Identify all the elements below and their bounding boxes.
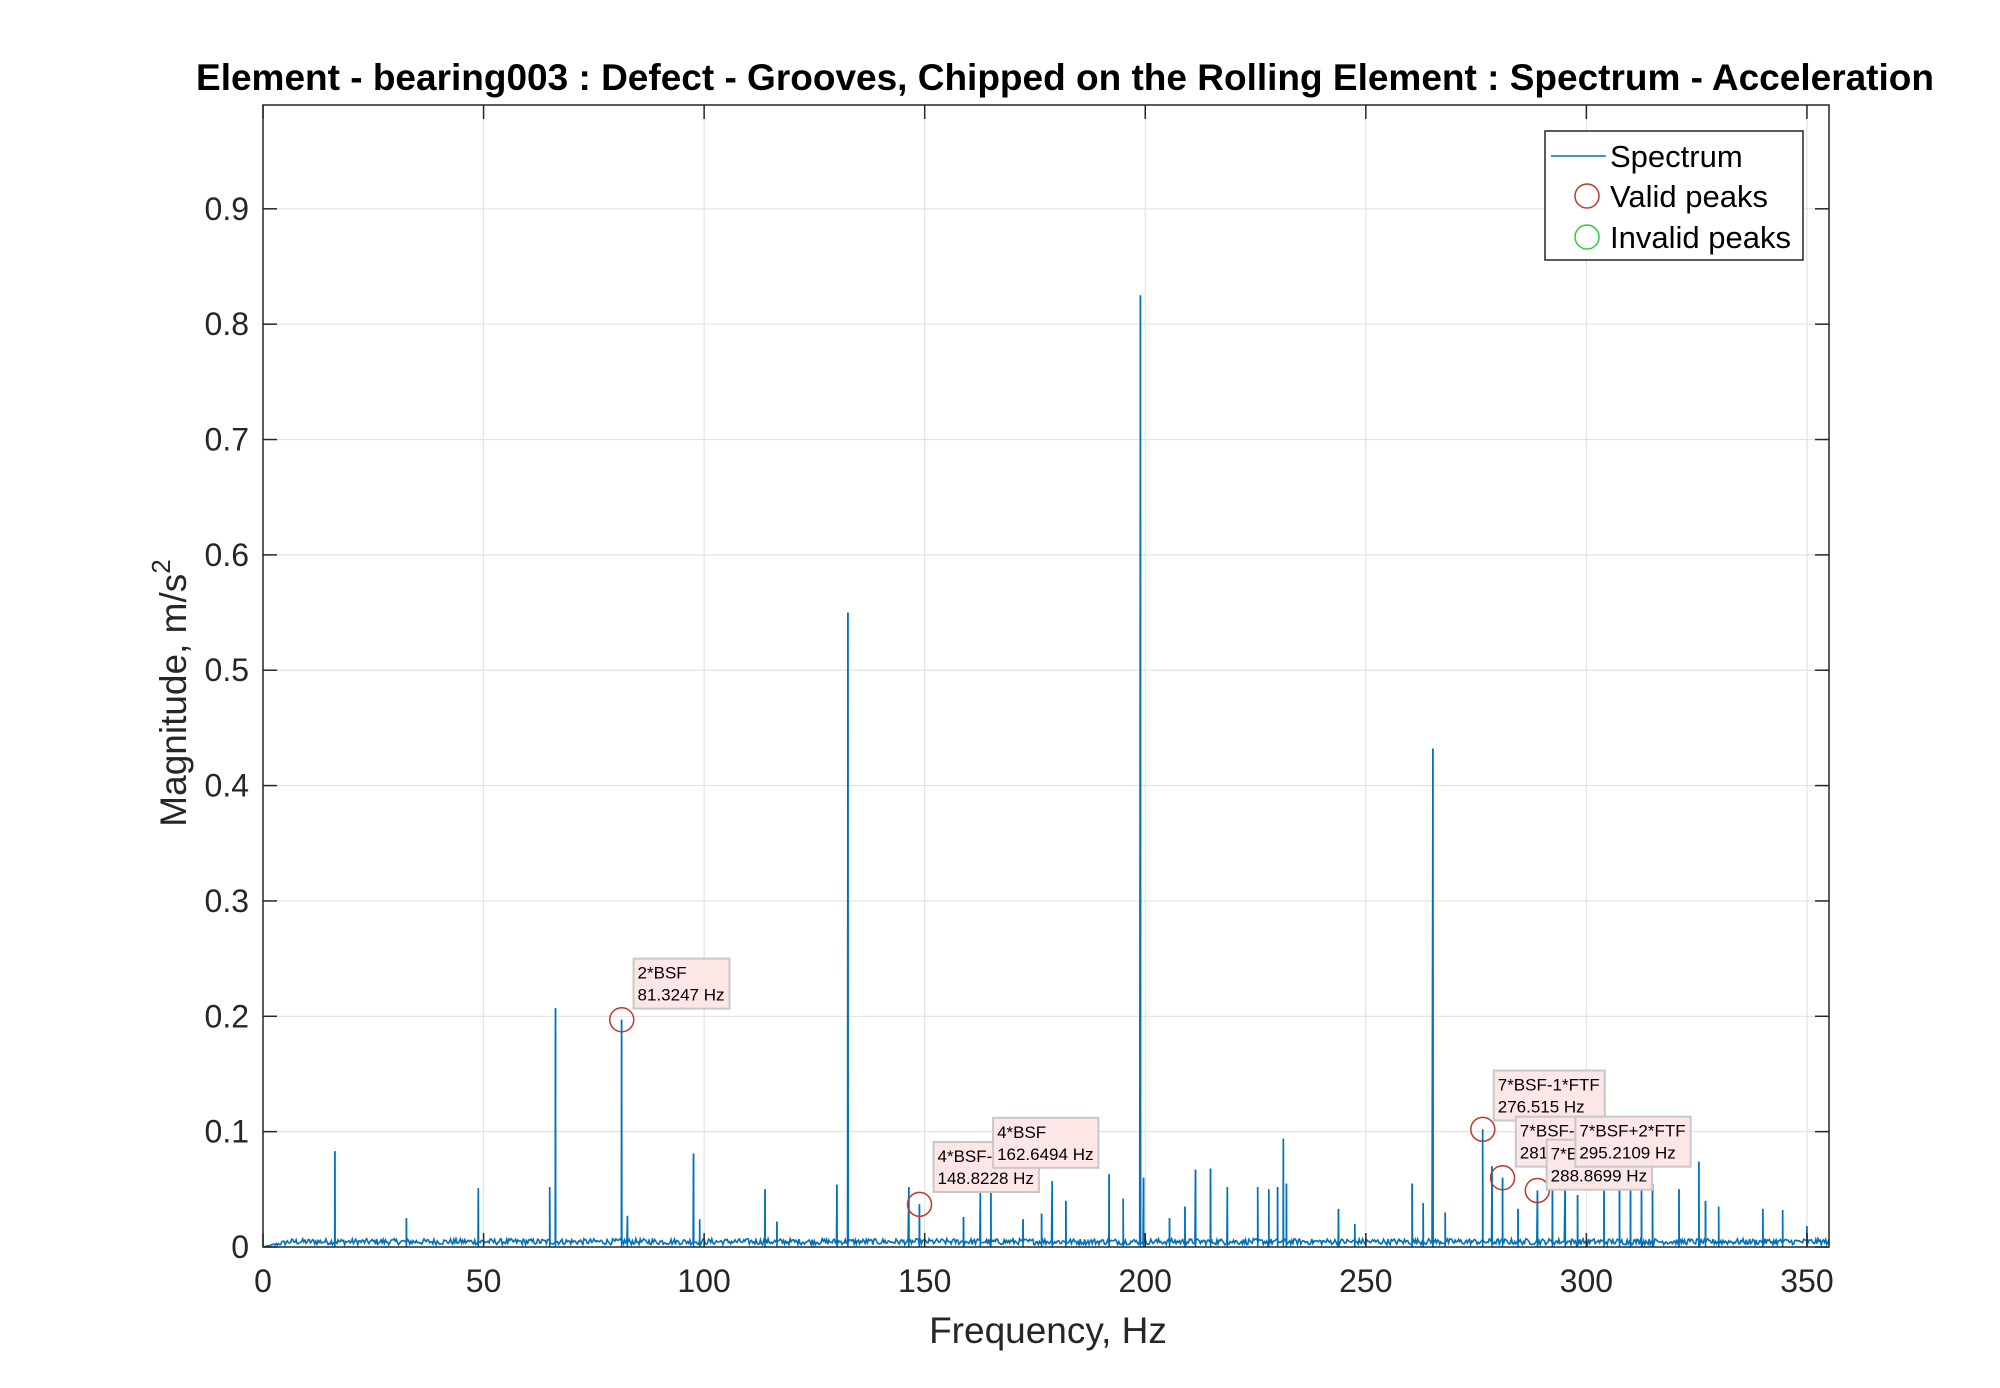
peak-annotation: 7*BSF+2*FTF 295.2109 Hz (1574, 1115, 1692, 1168)
valid-peak-marker (906, 1191, 933, 1218)
axis-ticks: 0 50 100 150 200 250 300 350 0 0.1 0.2 0.3 0.4 0.5 0.6… (205, 105, 1834, 1299)
legend-label-invalid-peaks: Invalid peaks (1610, 220, 1791, 255)
legend-valid-peaks-marker (1574, 183, 1600, 209)
y-tick-label: 0.9 (205, 191, 249, 227)
spectrum-layer (263, 295, 1829, 1247)
peak-annotation-label: 7*BSF-1*FTF (1498, 1076, 1600, 1095)
y-tick-label: 0.2 (205, 998, 249, 1034)
peak-annotation-box (1492, 1069, 1606, 1122)
y-tick-label: 0.3 (205, 883, 249, 919)
y-tick-label: 0.6 (205, 537, 249, 573)
peak-annotation-frequency: 295.2109 Hz (1579, 1144, 1675, 1163)
peak-annotation-label: 2*BSF (638, 964, 687, 983)
x-axis-label: Frequency, Hz (929, 1310, 1167, 1351)
chart-title: Element - bearing003 : Defect - Grooves,… (196, 57, 1934, 98)
x-tick-label: 150 (898, 1263, 951, 1299)
peak-annotation-label: 7*BSF+2*FTF (1579, 1122, 1685, 1141)
peak-annotation-frequency: 162.6494 Hz (997, 1145, 1093, 1164)
peak-annotation: 7*BSF-1*FTF 276.515 Hz (1492, 1069, 1606, 1122)
legend-label-spectrum: Spectrum (1610, 139, 1743, 174)
peak-annotation-label: 4*BSF- (938, 1147, 993, 1166)
peak-annotation-label: 4*BSF (997, 1123, 1046, 1142)
peak-annotation-label: 7*B (1551, 1145, 1578, 1164)
legend-label-valid-peaks: Valid peaks (1610, 179, 1768, 214)
y-tick-label: 0.4 (205, 768, 249, 804)
peak-annotation: 4*BSF 162.6494 Hz (992, 1116, 1100, 1169)
x-tick-label: 250 (1339, 1263, 1392, 1299)
legend-box (1544, 130, 1804, 261)
peak-annotations: 2*BSF 81.3247 Hz 4*BSF- 148.8228 Hz 4*BSF 162… (632, 957, 1692, 1194)
peak-annotation-frequency: 148.8228 Hz (938, 1169, 1034, 1188)
peak-annotation-frequency: 281 (1520, 1144, 1548, 1163)
y-axis-label: Magnitude, m/s2 (146, 559, 194, 826)
peak-annotation-box (992, 1116, 1100, 1169)
y-tick-label: 0.5 (205, 652, 249, 688)
peak-annotation-box (632, 957, 731, 1010)
peak-annotation-label: 7*BSF- (1520, 1122, 1575, 1141)
plot-background (263, 105, 1829, 1247)
x-tick-label: 0 (254, 1263, 272, 1299)
y-tick-label: 0 (231, 1229, 249, 1265)
plot-frame (262, 104, 1830, 1248)
x-tick-label: 300 (1560, 1263, 1613, 1299)
peak-annotation-frequency: 276.515 Hz (1498, 1098, 1585, 1117)
valid-peak-marker (608, 1007, 635, 1033)
y-axis-label-text: Magnitude, m/s (153, 574, 194, 827)
y-tick-label: 0.8 (205, 306, 249, 342)
x-tick-label: 50 (466, 1263, 502, 1299)
peak-annotation-frequency: 288.8699 Hz (1551, 1167, 1647, 1186)
legend-invalid-peaks-marker (1574, 224, 1600, 250)
peak-annotation-box (1574, 1115, 1692, 1168)
x-tick-label: 350 (1780, 1263, 1833, 1299)
valid-peak-marker (1489, 1165, 1516, 1191)
legend: Spectrum Valid peaks Invalid peaks (1544, 130, 1804, 261)
peak-annotation: 2*BSF 81.3247 Hz (632, 957, 731, 1010)
y-tick-label: 0.7 (205, 422, 249, 458)
x-tick-label: 100 (677, 1263, 730, 1299)
x-tick-label: 200 (1119, 1263, 1172, 1299)
plot-area: 2*BSF 81.3247 Hz 4*BSF- 148.8228 Hz 4*BSF 162… (205, 104, 1834, 1299)
valid-peak-marker (1470, 1116, 1496, 1143)
y-tick-label: 0.1 (205, 1114, 249, 1150)
peak-annotation-frequency: 81.3247 Hz (638, 986, 725, 1005)
y-axis-label-superscript: 2 (146, 559, 176, 573)
